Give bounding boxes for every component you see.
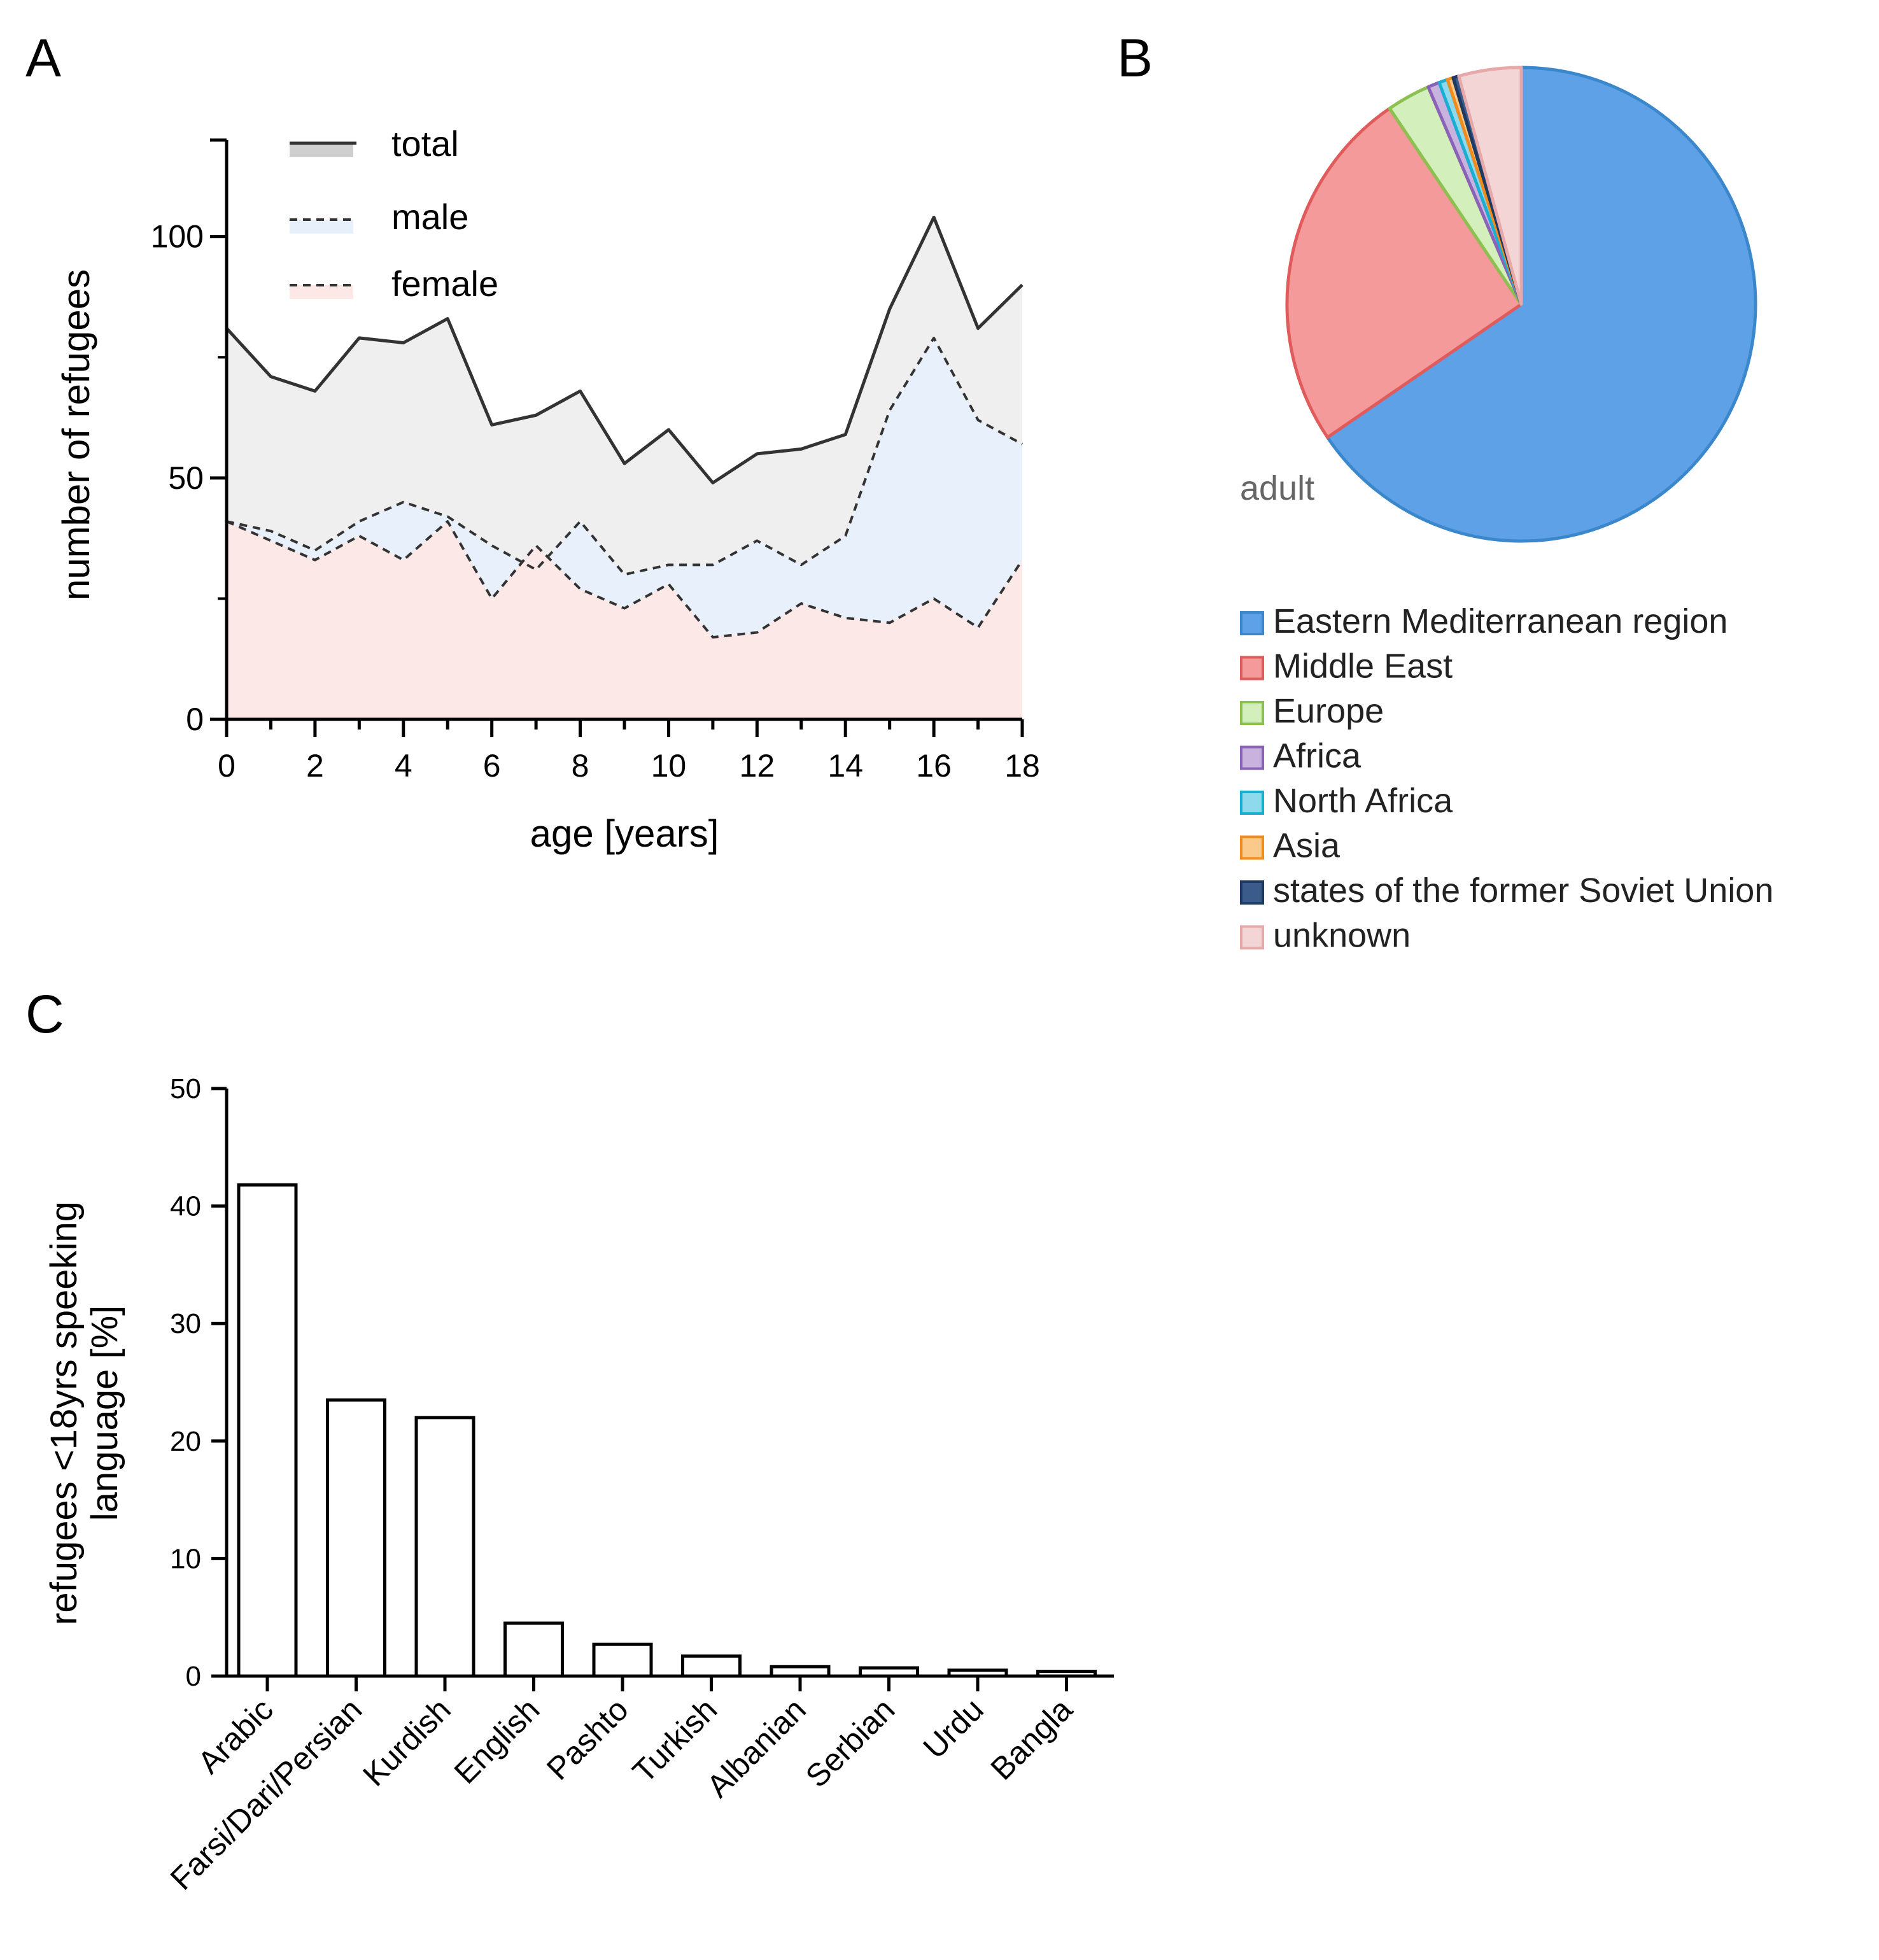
- legend-label-b: Africa: [1273, 737, 1362, 775]
- legend-label-b: Europe: [1273, 692, 1384, 730]
- y-axis-label-c-line2: language [%]: [84, 1306, 125, 1521]
- bar-english: [503, 1621, 564, 1678]
- pie-slice-eastern-mediterranean-region: [1326, 66, 1757, 543]
- bar-pashto: [592, 1642, 653, 1678]
- panel-c-label: C: [25, 984, 64, 1044]
- axes-c: 01020304050ArabicFarsi/Dari/PersianKurdi…: [164, 1073, 1114, 1897]
- legend-swatch-total: [290, 143, 353, 157]
- area-female: [227, 521, 1022, 719]
- x-tick-label-a: 6: [483, 748, 501, 784]
- legend-swatch-b: [1240, 925, 1264, 950]
- x-tick-label-a: 18: [1004, 748, 1040, 784]
- y-axis-label-c-line1: refugees <18yrs speeking: [43, 1201, 85, 1625]
- x-tick-label-c: Bangla: [984, 1691, 1080, 1787]
- pie-slice-middle-east: [1285, 106, 1523, 439]
- bars: [237, 1183, 1097, 1678]
- legend-swatch-b: [1240, 791, 1264, 815]
- legend-swatch-male: [290, 220, 353, 234]
- bar-turkish: [681, 1654, 742, 1678]
- pie: [1285, 66, 1757, 543]
- x-tick-label-c: Arabic: [191, 1691, 280, 1780]
- y-axis-label-c: refugees <18yrs speeking language [%]: [43, 1201, 125, 1625]
- y-tick-label-c: 0: [186, 1661, 201, 1692]
- legend-swatch-b: [1240, 835, 1264, 860]
- panel-c-chart: 01020304050ArabicFarsi/Dari/PersianKurdi…: [43, 1073, 1114, 1897]
- x-tick-label-c: English: [447, 1691, 547, 1791]
- y-tick-label-c: 20: [170, 1426, 201, 1457]
- x-tick-label-c: Urdu: [917, 1691, 990, 1765]
- bar-farsi-dari-persian: [326, 1398, 386, 1678]
- y-axis-label-a: number of refugees: [55, 269, 97, 600]
- pie-slice-unknown: [1457, 66, 1523, 306]
- x-tick-label-a: 2: [306, 748, 324, 784]
- legend-swatch-female: [290, 285, 353, 299]
- axes-a: 0 50 100 0 2 4 6 8 10 12 14 16 18: [151, 138, 1040, 784]
- bar-arabic: [237, 1183, 298, 1678]
- pie-label-adult: adult: [1240, 469, 1314, 507]
- x-tick-label-c: Kurdish: [356, 1691, 457, 1793]
- x-tick-label-a: 16: [916, 748, 952, 784]
- legend-label-male: male: [391, 197, 468, 237]
- line-total: [225, 215, 1024, 484]
- x-axis-label-a: age [years]: [530, 812, 719, 855]
- x-tick-label-a: 10: [651, 748, 687, 784]
- x-tick-label-c: Albanian: [700, 1691, 813, 1804]
- legend-b: Eastern Mediterranean region Middle East E…: [1240, 602, 1773, 955]
- legend-label-b: Eastern Mediterranean region: [1273, 602, 1728, 640]
- x-tick-label-a: 4: [395, 748, 412, 784]
- x-tick-label-a: 14: [827, 748, 863, 784]
- line-female: [226, 520, 1024, 639]
- x-tick-label-a: 12: [740, 748, 775, 784]
- y-tick-label-c: 50: [170, 1073, 201, 1104]
- x-tick-label-a: 0: [218, 748, 236, 784]
- y-tick-label-a: 100: [151, 219, 204, 255]
- panel-a-label: A: [25, 28, 61, 88]
- legend-swatch-b: [1240, 880, 1264, 905]
- legend-swatch-b: [1240, 745, 1264, 770]
- legend-label-b: North Africa: [1273, 782, 1453, 820]
- x-tick-label-a: 8: [572, 748, 589, 784]
- legend-label-b: Middle East: [1273, 647, 1453, 686]
- legend-label-b: Asia: [1273, 827, 1341, 865]
- legend-label-female: female: [391, 264, 498, 304]
- y-tick-label-c: 40: [170, 1191, 201, 1222]
- area-layers: [227, 217, 1022, 719]
- legend-a: total male female: [290, 123, 498, 304]
- legend-swatch-b: [1240, 701, 1264, 725]
- legend-swatch-b: [1240, 656, 1264, 680]
- y-tick-label-c: 30: [170, 1308, 201, 1339]
- legend-swatch-b: [1240, 611, 1264, 635]
- panel-a-chart: 0 50 100 0 2 4 6 8 10 12 14 16 18 age [years] number…: [55, 123, 1040, 855]
- legend-label-total: total: [391, 123, 459, 164]
- bar-kurdish: [414, 1416, 475, 1678]
- x-tick-label-c: Pashto: [540, 1691, 635, 1787]
- legend-label-b: states of the former Soviet Union: [1273, 871, 1773, 910]
- series-lines: [225, 215, 1024, 639]
- panel-b-label: B: [1117, 28, 1153, 88]
- y-tick-label-a: 0: [186, 702, 204, 737]
- legend-label-b: unknown: [1273, 917, 1411, 955]
- y-tick-label-c: 10: [170, 1543, 201, 1574]
- y-tick-label-a: 50: [168, 460, 204, 496]
- panel-b-chart: adult Eastern Mediterranean region Middle…: [1240, 66, 1773, 955]
- x-tick-label-c: Serbian: [799, 1691, 901, 1794]
